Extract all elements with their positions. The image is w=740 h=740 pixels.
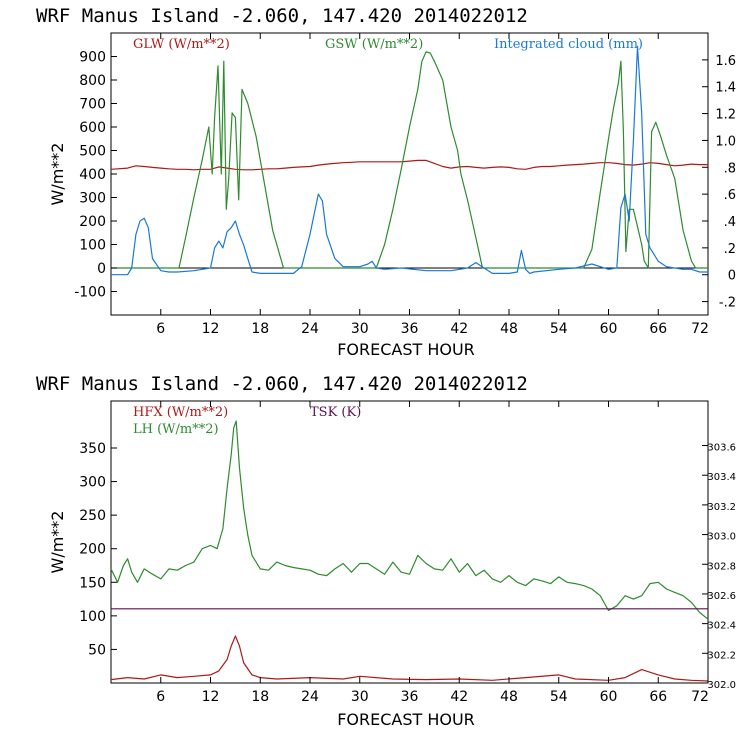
x-tick-label: 30 xyxy=(351,321,369,337)
x-tick-label: 18 xyxy=(251,321,269,337)
x-tick-label: 36 xyxy=(401,689,419,705)
y-tick-label: 800 xyxy=(79,73,106,89)
y2-tick-label: -.2 xyxy=(719,296,736,311)
chart-upper-xlabel: FORECAST HOUR xyxy=(337,340,475,359)
y2-tick-label: 303.4 xyxy=(707,472,736,483)
chart-lower-xlabel: FORECAST HOUR xyxy=(337,710,475,729)
y-tick-label: 200 xyxy=(79,542,106,558)
x-tick-label: 24 xyxy=(301,689,319,705)
y2-tick-label: .4 xyxy=(724,215,736,230)
x-tick-label: 12 xyxy=(202,689,220,705)
y2-tick-label: 1.6 xyxy=(715,54,736,69)
chart-lower-frame xyxy=(110,400,709,684)
y-tick-label: 300 xyxy=(79,191,106,207)
y-tick-label: 500 xyxy=(79,144,106,160)
legend-gsw: GSW (W/m**2) xyxy=(325,37,423,52)
series-line-glw xyxy=(110,159,708,171)
series-line-lh xyxy=(110,420,709,620)
y-tick-label: 600 xyxy=(79,120,106,136)
x-tick-label: 18 xyxy=(251,689,269,705)
y2-tick-label: 302.0 xyxy=(707,680,736,691)
chart-upper: WRF Manus Island -2.060, 147.420 2014022… xyxy=(36,5,736,359)
y-tick-label: 350 xyxy=(79,441,106,457)
y-tick-label: 100 xyxy=(79,609,106,625)
y-tick-label: 200 xyxy=(79,214,106,230)
y2-tick-label: 303.2 xyxy=(707,502,736,513)
chart-upper-ylabel: W/m**2 xyxy=(48,143,67,206)
legend-hfx: HFX (W/m**2) xyxy=(133,405,228,420)
y-tick-label: 400 xyxy=(79,167,106,183)
x-tick-label: 72 xyxy=(691,321,709,337)
y2-tick-label: 302.6 xyxy=(707,591,736,602)
chart-lower-ylabel: W/m**2 xyxy=(48,511,67,574)
y2-tick-label: .6 xyxy=(724,188,736,203)
series-line-gsw xyxy=(111,51,708,269)
x-tick-label: 54 xyxy=(550,321,568,337)
y-tick-label: 50 xyxy=(88,642,106,658)
x-tick-label: 24 xyxy=(301,321,319,337)
y2-tick-label: 302.8 xyxy=(707,561,736,572)
x-tick-label: 72 xyxy=(691,689,709,705)
legend-lh: LH (W/m**2) xyxy=(133,422,219,437)
y2-tick-label: .8 xyxy=(724,161,736,176)
y-tick-label: 100 xyxy=(79,238,106,254)
y-tick-label: -100 xyxy=(74,285,106,301)
x-tick-label: 66 xyxy=(649,689,667,705)
x-tick-label: 12 xyxy=(202,321,220,337)
y-tick-label: 700 xyxy=(79,97,106,113)
x-tick-label: 6 xyxy=(156,321,165,337)
x-tick-label: 60 xyxy=(600,321,618,337)
x-tick-label: 54 xyxy=(550,689,568,705)
y2-tick-label: 303.6 xyxy=(707,443,736,454)
series-line-hfx xyxy=(110,635,709,682)
chart-lower-title: WRF Manus Island -2.060, 147.420 2014022… xyxy=(36,373,528,395)
x-tick-label: 60 xyxy=(600,689,618,705)
y2-tick-label: 302.4 xyxy=(707,621,736,632)
x-tick-label: 48 xyxy=(500,321,518,337)
y-tick-label: 0 xyxy=(97,261,106,277)
y2-tick-label: 1.2 xyxy=(715,108,736,123)
y2-tick-label: 303.0 xyxy=(707,532,736,543)
chart-upper-title: WRF Manus Island -2.060, 147.420 2014022… xyxy=(36,5,528,27)
y2-tick-label: 1.4 xyxy=(715,81,736,96)
x-tick-label: 42 xyxy=(450,689,468,705)
y-tick-label: 250 xyxy=(79,508,106,524)
y2-tick-label: 0 xyxy=(728,269,736,284)
x-tick-label: 6 xyxy=(156,689,165,705)
x-tick-label: 48 xyxy=(500,689,518,705)
chart-upper-frame xyxy=(110,32,709,316)
x-tick-label: 30 xyxy=(351,689,369,705)
y2-tick-label: .2 xyxy=(724,242,736,257)
chart-lower: WRF Manus Island -2.060, 147.420 2014022… xyxy=(36,373,736,729)
y-tick-label: 300 xyxy=(79,475,106,491)
y2-tick-label: 302.2 xyxy=(707,650,736,661)
legend-glw: GLW (W/m**2) xyxy=(133,37,230,52)
series-line-integrated xyxy=(111,45,708,276)
legend-tsk: TSK (K) xyxy=(310,405,361,420)
legend-integrated-cloud: Integrated cloud (mm) xyxy=(494,37,643,52)
x-tick-label: 36 xyxy=(401,321,419,337)
y-tick-label: 150 xyxy=(79,575,106,591)
y2-tick-label: 1.0 xyxy=(715,134,736,149)
x-tick-label: 42 xyxy=(450,321,468,337)
y-tick-label: 900 xyxy=(79,50,106,66)
x-tick-label: 66 xyxy=(649,321,667,337)
